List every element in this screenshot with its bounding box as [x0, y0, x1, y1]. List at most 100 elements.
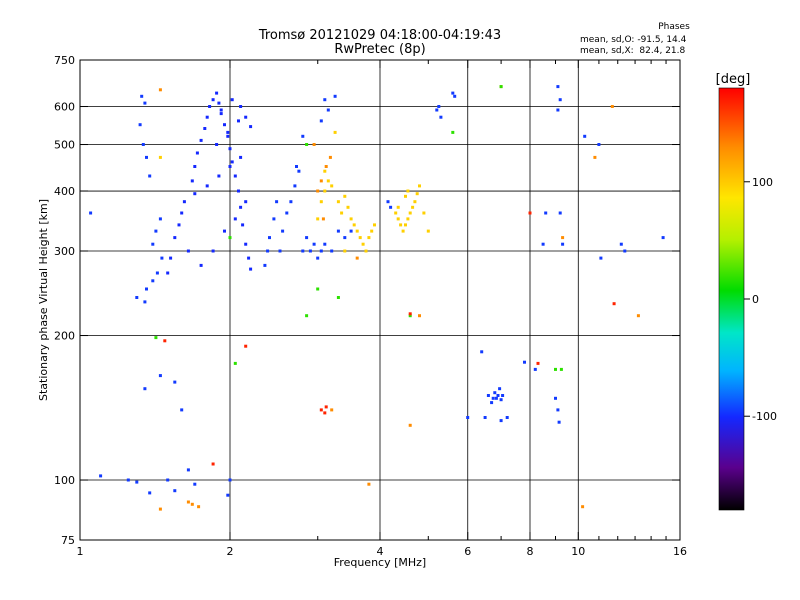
mean-x-stat: mean, sd,X: 82.4, 21.8 — [580, 46, 686, 56]
y-tick-label: 750 — [54, 54, 75, 67]
data-point — [533, 367, 537, 371]
data-point — [558, 211, 562, 215]
data-point — [316, 189, 320, 193]
data-point — [223, 229, 226, 233]
data-point — [272, 217, 276, 221]
data-point — [219, 108, 223, 112]
data-point — [561, 242, 565, 246]
data-point — [312, 242, 316, 246]
data-point — [244, 200, 248, 204]
data-point — [148, 174, 152, 178]
data-point — [305, 143, 309, 146]
data-point — [561, 236, 565, 240]
colorbar-ticks: 100 0 -100 — [744, 176, 777, 423]
data-point — [597, 143, 601, 146]
data-point — [145, 155, 148, 159]
colorbar — [718, 87, 745, 511]
data-point — [490, 401, 494, 405]
data-point — [217, 174, 221, 178]
data-point — [135, 480, 139, 484]
data-point — [406, 189, 410, 193]
data-point — [619, 242, 623, 246]
data-point — [404, 194, 407, 198]
data-point — [541, 242, 545, 246]
data-point — [230, 98, 234, 102]
data-point — [386, 200, 390, 204]
data-point — [496, 394, 500, 397]
data-point — [211, 249, 215, 253]
data-point — [173, 380, 177, 384]
data-point — [466, 416, 470, 419]
data-point — [408, 423, 412, 427]
data-point — [143, 387, 147, 391]
data-point — [404, 223, 407, 227]
x-tick-label: 4 — [377, 545, 384, 558]
y-tick-label: 500 — [54, 139, 75, 152]
data-point — [241, 223, 245, 227]
data-point — [373, 223, 376, 227]
y-tick-label: 600 — [54, 101, 75, 114]
gridlines — [80, 60, 680, 540]
data-point — [413, 200, 417, 204]
data-point — [559, 367, 563, 371]
x-tick-label: 1 — [77, 545, 84, 558]
data-point — [422, 211, 426, 215]
data-point — [193, 482, 197, 486]
data-point — [319, 249, 323, 253]
data-point — [661, 236, 665, 240]
data-point — [612, 302, 616, 306]
data-point — [186, 249, 190, 253]
data-point — [203, 127, 207, 130]
data-point — [99, 474, 103, 478]
data-point — [364, 249, 368, 253]
data-point — [190, 179, 194, 183]
x-tick-label: 2 — [227, 545, 234, 558]
data-point — [285, 211, 289, 215]
data-point — [295, 165, 298, 168]
data-point — [343, 249, 347, 253]
data-point — [498, 387, 502, 391]
colorbar-tick-label: 0 — [752, 293, 759, 306]
data-point — [426, 229, 430, 233]
data-point — [399, 223, 403, 227]
data-point — [154, 229, 158, 233]
data-point — [281, 229, 285, 233]
data-point — [453, 94, 457, 98]
data-point — [186, 500, 190, 504]
data-point — [451, 130, 455, 134]
data-point — [323, 411, 327, 415]
data-point — [244, 242, 248, 246]
data-point — [323, 189, 327, 193]
data-point — [636, 314, 640, 318]
data-point — [554, 396, 557, 400]
data-point — [151, 279, 155, 283]
data-point — [346, 205, 350, 209]
y-tick-label: 75 — [61, 534, 75, 547]
data-point — [173, 489, 177, 493]
data-point — [193, 192, 197, 196]
data-point — [556, 408, 560, 412]
data-point — [158, 507, 162, 511]
data-point — [328, 155, 332, 159]
y-tick-label: 200 — [54, 330, 75, 343]
colorbar-label: [deg] — [716, 72, 751, 87]
data-point — [289, 200, 293, 204]
data-point — [599, 256, 603, 260]
data-point — [141, 143, 145, 146]
axis-ticks: 1 2 4 6 8 10 16 75 100 200 300 400 500 600 750 — [54, 54, 687, 558]
y-axis-label: Stationary phase Virtual Height [km] — [37, 199, 50, 401]
data-point — [323, 242, 327, 246]
data-point — [411, 205, 415, 209]
data-point — [451, 91, 455, 95]
x-tick-label: 6 — [464, 545, 471, 558]
data-point — [308, 249, 312, 253]
data-points — [89, 85, 665, 511]
data-point — [182, 200, 186, 204]
data-point — [305, 314, 309, 318]
data-point — [352, 223, 356, 227]
data-point — [215, 91, 219, 95]
data-point — [349, 229, 353, 233]
x-tick-label: 10 — [571, 545, 585, 558]
data-point — [226, 493, 230, 497]
data-point — [439, 115, 443, 119]
